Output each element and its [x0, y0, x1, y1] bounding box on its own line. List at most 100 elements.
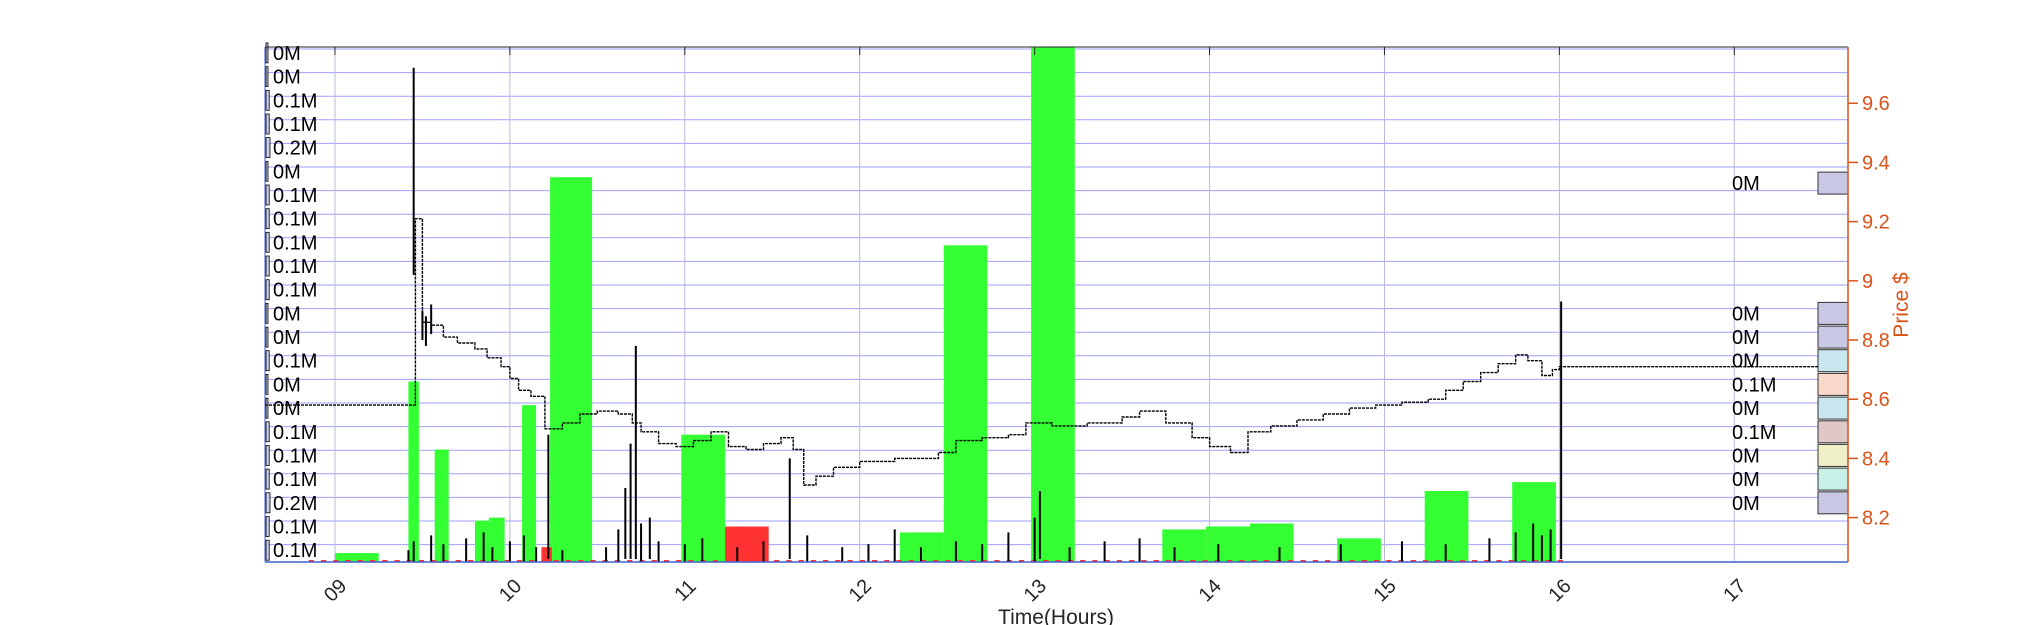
x-tick-label: 12 — [845, 575, 876, 606]
price-tick-label: 9 — [1862, 271, 1873, 293]
left-profile-bar — [265, 302, 269, 324]
buy-volume-bar — [522, 405, 537, 562]
price-tick-label: 8.4 — [1862, 448, 1890, 470]
left-profile-bar — [265, 444, 270, 466]
x-tick-label: 14 — [1195, 575, 1226, 606]
left-profile-label: 0.1M — [273, 351, 317, 373]
left-profile-bar — [265, 208, 270, 230]
x-tick-label: 16 — [1544, 575, 1575, 606]
price-axis-title: Price $ — [1890, 272, 1913, 338]
left-profile-bar — [265, 184, 270, 206]
right-profile-box — [1817, 349, 1849, 373]
right-profile-box — [1817, 396, 1849, 420]
right-profile-label: 0M — [1732, 445, 1760, 467]
right-profile-box — [1817, 491, 1849, 515]
left-profile-label: 0M — [273, 43, 301, 65]
right-profile-label: 0M — [1732, 493, 1760, 515]
price-tick-label: 8.8 — [1862, 330, 1890, 352]
right-profile-label: 0M — [1732, 351, 1760, 373]
left-profile-label: 0.1M — [273, 232, 317, 254]
sell-volume-bar — [725, 526, 769, 562]
price-tick-label: 9.2 — [1862, 212, 1890, 234]
left-profile-label: 0.1M — [273, 90, 317, 112]
buy-volume-bar — [1162, 529, 1206, 562]
left-profile-bar — [265, 539, 270, 561]
right-profile-box — [1817, 372, 1849, 396]
x-tick-label: 15 — [1370, 575, 1401, 606]
left-profile-label: 0.1M — [273, 517, 317, 539]
right-profile-box — [1817, 301, 1849, 325]
buy-volume-bar — [434, 449, 449, 562]
left-volume-profile: 0M0M0.1M0.1M0.2M0M0.1M0.1M0.1M0.1M0.1M0M… — [265, 42, 317, 562]
left-profile-bar — [265, 89, 270, 111]
x-tick-label: 09 — [320, 575, 351, 606]
left-profile-bar — [265, 279, 270, 301]
right-profile-label: 0M — [1732, 327, 1760, 349]
left-profile-bar — [265, 66, 269, 87]
left-profile-bar — [265, 516, 270, 537]
right-profile-box — [1817, 467, 1849, 491]
left-profile-label: 0M — [273, 161, 301, 183]
price-tick-label: 8.6 — [1862, 389, 1890, 411]
left-profile-bar — [265, 255, 270, 277]
right-profile-label: 0M — [1732, 398, 1760, 420]
right-profile-label: 0M — [1732, 469, 1760, 491]
left-profile-bar — [265, 492, 271, 514]
buy-volume-bar — [1206, 526, 1250, 562]
left-profile-label: 0.1M — [273, 469, 317, 491]
left-profile-bar — [265, 397, 269, 419]
left-profile-label: 0M — [273, 398, 301, 420]
left-profile-label: 0.1M — [273, 209, 317, 231]
left-profile-label: 0.1M — [273, 114, 317, 136]
x-tick-label: 10 — [495, 575, 526, 606]
left-profile-label: 0.2M — [273, 138, 317, 160]
right-profile-label: 0.1M — [1732, 374, 1776, 396]
left-profile-bar — [265, 137, 271, 159]
left-profile-label: 0M — [273, 374, 301, 396]
left-profile-label: 0.1M — [273, 445, 317, 467]
sell-volume-bar — [541, 547, 552, 562]
left-profile-bar — [265, 350, 270, 372]
left-profile-label: 0M — [273, 327, 301, 349]
right-profile-box — [1817, 171, 1849, 195]
x-tick-label: 13 — [1020, 575, 1051, 606]
price-tick-label: 8.2 — [1862, 508, 1890, 530]
left-profile-label: 0.2M — [273, 493, 317, 515]
buy-volume-bar — [335, 553, 379, 562]
left-profile-label: 0M — [273, 67, 301, 89]
left-profile-label: 0.1M — [273, 280, 317, 302]
left-profile-bar — [265, 421, 270, 443]
right-profile-box — [1817, 325, 1849, 349]
left-profile-label: 0.1M — [273, 422, 317, 444]
right-profile-label: 0.1M — [1732, 422, 1776, 444]
right-profile-label: 0M — [1732, 173, 1760, 195]
left-profile-bar — [265, 42, 269, 64]
buy-volume-bar — [488, 517, 505, 562]
left-profile-bar — [265, 373, 269, 395]
buy-volume-bar — [550, 177, 593, 562]
left-profile-label: 0.1M — [273, 256, 317, 278]
buy-volume-bar — [1031, 47, 1075, 562]
x-tick-label: 17 — [1719, 575, 1750, 606]
price-line — [265, 218, 1848, 486]
left-profile-label: 0.1M — [273, 185, 317, 207]
left-profile-bar — [265, 113, 270, 135]
price-tick-label: 9.4 — [1862, 152, 1890, 174]
right-profile-box — [1817, 443, 1849, 467]
buy-volume-bar — [1337, 538, 1381, 562]
buy-volume-bar — [408, 381, 419, 562]
buy-volume-bar — [1249, 523, 1294, 562]
trade-bars — [407, 67, 1563, 562]
left-profile-bar — [265, 468, 270, 490]
price-tick-label: 9.6 — [1862, 93, 1890, 115]
buy-volume-bar — [943, 245, 988, 563]
right-profile-box — [1817, 420, 1849, 444]
left-profile-bar — [265, 160, 269, 182]
price-series — [265, 218, 1848, 486]
x-axis-title: Time(Hours) — [998, 606, 1114, 625]
x-tick-label: 11 — [670, 576, 700, 606]
left-profile-label: 0M — [273, 303, 301, 325]
left-profile-bar — [265, 231, 270, 253]
